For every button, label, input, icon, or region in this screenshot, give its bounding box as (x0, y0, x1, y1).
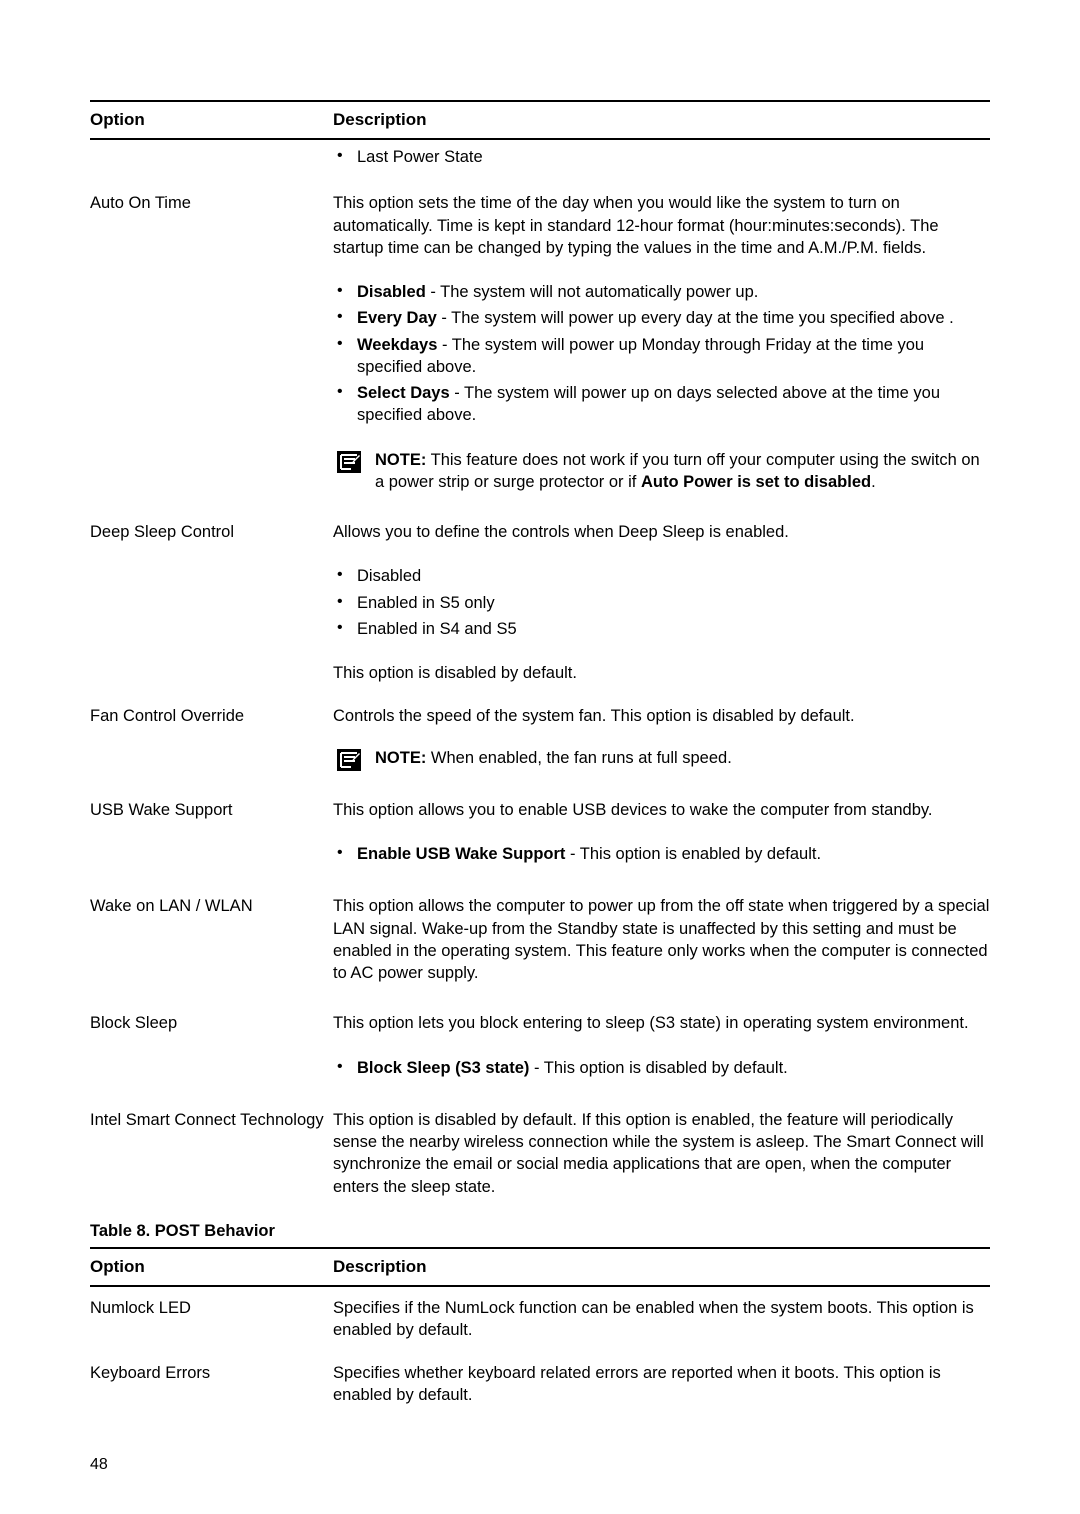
table-header-row: Option Description (90, 1248, 990, 1286)
table-8-title: Table 8. POST Behavior (90, 1208, 990, 1247)
note-text: NOTE: This feature does not work if you … (375, 449, 990, 494)
option-label: Deep Sleep Control (90, 503, 333, 553)
table-row: NOTE: This feature does not work if you … (90, 439, 990, 504)
option-description: This option is disabled by default. If t… (333, 1091, 990, 1208)
table-row: DisabledEnabled in S5 onlyEnabled in S4 … (90, 553, 990, 652)
option-label: Keyboard Errors (90, 1352, 333, 1417)
table-row: Wake on LAN / WLAN This option allows th… (90, 877, 990, 994)
note-icon (337, 451, 361, 473)
page-content: Option Description Last Power State Auto… (0, 0, 1080, 1514)
option-label: USB Wake Support (90, 781, 333, 831)
bullet-list: DisabledEnabled in S5 onlyEnabled in S4 … (333, 563, 990, 642)
list-item: Every Day - The system will power up eve… (357, 305, 990, 331)
bullet-list: Enable USB Wake Support - This option is… (333, 841, 990, 867)
table-row: NOTE: When enabled, the fan runs at full… (90, 737, 990, 781)
table-row: Keyboard Errors Specifies whether keyboa… (90, 1352, 990, 1417)
list-item: Last Power State (357, 144, 990, 170)
table-row: Last Power State (90, 139, 990, 174)
table-row: Intel Smart Connect Technology This opti… (90, 1091, 990, 1208)
option-description: This option sets the time of the day whe… (333, 174, 990, 269)
page-number: 48 (90, 1416, 990, 1474)
list-item: Disabled (357, 563, 990, 589)
table-header-row: Option Description (90, 101, 990, 139)
option-description: Allows you to define the controls when D… (333, 503, 990, 553)
option-label: Numlock LED (90, 1286, 333, 1352)
list-item: Select Days - The system will power up o… (357, 380, 990, 429)
list-item: Weekdays - The system will power up Mond… (357, 332, 990, 381)
bullet-list: Block Sleep (S3 state) - This option is … (333, 1055, 990, 1081)
bullet-list: Disabled - The system will not automatic… (333, 279, 990, 429)
list-item: Enabled in S4 and S5 (357, 616, 990, 642)
options-table-7: Option Description Last Power State Auto… (90, 100, 990, 1208)
header-description: Description (333, 1248, 990, 1286)
table-row: Auto On Time This option sets the time o… (90, 174, 990, 269)
option-label: Auto On Time (90, 174, 333, 269)
table-row: Fan Control Override Controls the speed … (90, 695, 990, 737)
options-table-8: Option Description Numlock LED Specifies… (90, 1247, 990, 1416)
table-row: Block Sleep This option lets you block e… (90, 994, 990, 1044)
header-description: Description (333, 101, 990, 139)
option-description: Specifies whether keyboard related error… (333, 1352, 990, 1417)
option-description: This option allows you to enable USB dev… (333, 781, 990, 831)
list-item: Enable USB Wake Support - This option is… (357, 841, 990, 867)
list-item: Block Sleep (S3 state) - This option is … (357, 1055, 990, 1081)
list-item: Disabled - The system will not automatic… (357, 279, 990, 305)
table-row: Enable USB Wake Support - This option is… (90, 831, 990, 877)
note-block: NOTE: This feature does not work if you … (333, 449, 990, 494)
list-item: Enabled in S5 only (357, 590, 990, 616)
header-option: Option (90, 101, 333, 139)
note-icon (337, 749, 361, 771)
option-description: Controls the speed of the system fan. Th… (333, 695, 990, 737)
option-label: Block Sleep (90, 994, 333, 1044)
option-footer: This option is disabled by default. (333, 652, 990, 694)
option-description: Specifies if the NumLock function can be… (333, 1286, 990, 1352)
option-label: Fan Control Override (90, 695, 333, 737)
table-row: USB Wake Support This option allows you … (90, 781, 990, 831)
table-row: Block Sleep (S3 state) - This option is … (90, 1045, 990, 1091)
bullet-list: Last Power State (333, 144, 990, 170)
table-row: Numlock LED Specifies if the NumLock fun… (90, 1286, 990, 1352)
table-row: Disabled - The system will not automatic… (90, 269, 990, 439)
option-label: Wake on LAN / WLAN (90, 877, 333, 994)
note-block: NOTE: When enabled, the fan runs at full… (333, 747, 990, 771)
header-option: Option (90, 1248, 333, 1286)
table-row: This option is disabled by default. (90, 652, 990, 694)
option-description: This option allows the computer to power… (333, 877, 990, 994)
option-description: This option lets you block entering to s… (333, 994, 990, 1044)
table-row: Deep Sleep Control Allows you to define … (90, 503, 990, 553)
option-label: Intel Smart Connect Technology (90, 1091, 333, 1208)
note-text: NOTE: When enabled, the fan runs at full… (375, 747, 990, 769)
